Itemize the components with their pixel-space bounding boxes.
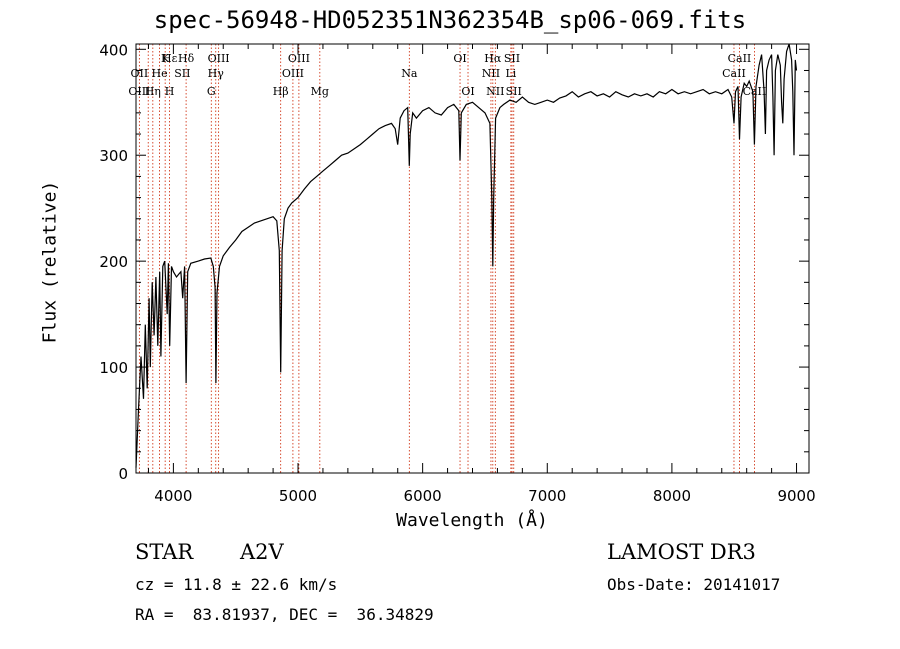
y-tick-label: 300 xyxy=(99,147,128,165)
y-tick-label: 0 xyxy=(118,465,128,483)
coordinates: RA = 83.81937, DEC = 36.34829 xyxy=(135,605,434,624)
line-label: OIII xyxy=(282,67,304,80)
line-label: Hγ xyxy=(208,67,225,80)
line-label: Hβ xyxy=(273,85,289,98)
line-label: Hδ xyxy=(178,52,195,65)
x-tick-label: 6000 xyxy=(404,487,442,505)
x-tick-label: 5000 xyxy=(279,487,317,505)
line-label: H xyxy=(165,85,175,98)
y-axis-ticks: 0 100 200 300 400 xyxy=(99,41,809,483)
line-label: Hη xyxy=(145,85,161,98)
x-axis-label: Wavelength (Å) xyxy=(396,510,548,531)
line-label: Li xyxy=(505,67,516,80)
x-axis-ticks: 4000 5000 6000 7000 8000 9000 xyxy=(147,44,816,505)
plot-frame xyxy=(135,43,810,474)
line-label: SII xyxy=(504,52,520,65)
observation-date: Obs-Date: 20141017 xyxy=(607,575,781,594)
line-label: OII xyxy=(131,67,149,80)
object-subclass: A2V xyxy=(240,540,284,564)
line-label: OIII xyxy=(288,52,310,65)
line-label: NII xyxy=(482,67,500,80)
survey-name: LAMOST DR3 xyxy=(607,540,756,564)
line-label: OI xyxy=(453,52,466,65)
line-label: He xyxy=(152,67,168,80)
line-label: NII xyxy=(486,85,504,98)
y-axis-label: Flux (relative) xyxy=(39,180,61,344)
object-class: STAR xyxy=(135,540,194,564)
y-tick-label: 200 xyxy=(99,253,128,271)
redshift-value: cz = 11.8 ± 22.6 km/s xyxy=(135,575,338,594)
chart-title: spec-56948-HD052351N362354B_sp06-069.fit… xyxy=(153,6,747,34)
line-label: Mg xyxy=(311,85,329,98)
line-label: CaII xyxy=(743,85,767,98)
line-label: G xyxy=(207,85,216,98)
line-label: OI xyxy=(461,85,474,98)
x-tick-label: 7000 xyxy=(528,487,566,505)
line-label: Na xyxy=(401,67,418,80)
y-tick-label: 400 xyxy=(99,41,128,59)
y-tick-label: 100 xyxy=(99,359,128,377)
x-tick-label: 4000 xyxy=(154,487,192,505)
line-label: Hε xyxy=(162,52,178,65)
line-label: SII xyxy=(506,85,522,98)
line-label: CaII xyxy=(722,67,746,80)
line-label: K xyxy=(161,52,170,65)
line-label: OIII xyxy=(208,52,230,65)
line-label: CaII xyxy=(728,52,752,65)
x-tick-label: 8000 xyxy=(653,487,691,505)
spectral-line-markers xyxy=(138,44,755,473)
spectrum-line xyxy=(135,43,798,468)
line-label: Hα xyxy=(484,52,502,65)
x-tick-label: 9000 xyxy=(777,487,815,505)
line-label: SII xyxy=(174,67,190,80)
